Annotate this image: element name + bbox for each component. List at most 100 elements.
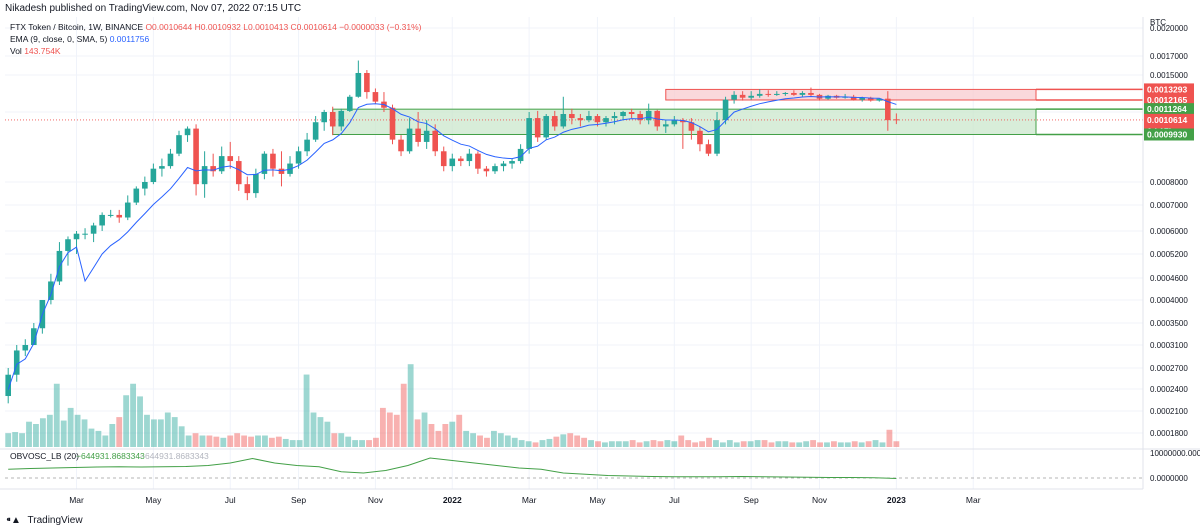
candle-body	[184, 128, 191, 136]
volume-bar	[303, 374, 310, 447]
candle-body	[569, 114, 575, 119]
candle-body	[850, 96, 857, 100]
volume-bar	[206, 435, 213, 447]
volume-bar	[393, 414, 400, 447]
candle-body	[628, 112, 635, 115]
candle-body	[705, 144, 712, 154]
volume-bar	[352, 440, 359, 447]
candle-body	[235, 161, 242, 185]
volume-bar	[46, 414, 53, 447]
volume-bar	[192, 433, 199, 447]
volume-bar	[296, 440, 303, 447]
volume-bar	[851, 441, 858, 447]
candle-body	[107, 214, 114, 216]
volume-bar	[220, 437, 227, 447]
chart-legend: FTX Token / Bitcoin, 1W, BINANCE O0.0010…	[10, 21, 421, 57]
volume-bar	[615, 441, 622, 447]
volume-bar	[504, 435, 511, 447]
candle-body	[355, 72, 362, 97]
candle-body	[756, 93, 763, 96]
candle-body	[449, 158, 456, 167]
price-tick-label: 0.0001800	[1150, 429, 1188, 438]
volume-bar	[178, 426, 185, 447]
volume-bar	[456, 414, 463, 447]
candle-body	[543, 116, 550, 138]
symbol-row: FTX Token / Bitcoin, 1W, BINANCE O0.0010…	[10, 21, 421, 33]
candle-body	[227, 156, 234, 162]
price-label-text: 0.0009930	[1147, 129, 1187, 139]
volume-bar	[671, 441, 678, 447]
volume-row[interactable]: Vol 143.754K	[10, 45, 421, 57]
volume-bar	[657, 441, 664, 447]
volume-bar	[428, 424, 435, 447]
volume-bar	[629, 440, 636, 447]
volume-bar	[449, 421, 456, 447]
candle-body	[714, 120, 720, 154]
candle-body	[637, 114, 643, 121]
candle-body	[270, 153, 276, 169]
time-tick-label: Nov	[812, 495, 828, 505]
candle-body	[329, 112, 336, 127]
time-tick-label: 2022	[443, 495, 462, 505]
volume-bar	[768, 442, 775, 447]
candle-body	[398, 139, 404, 152]
symbol-title: FTX Token / Bitcoin, 1W, BINANCE	[10, 22, 144, 32]
volume-bar	[414, 419, 421, 447]
candle-body	[594, 116, 601, 123]
candle-body	[432, 130, 438, 152]
volume-bar	[484, 437, 490, 447]
candle-body	[90, 225, 97, 234]
time-tick-label: Jul	[225, 495, 236, 505]
candle-body	[782, 92, 789, 94]
candle-body	[534, 118, 541, 138]
volume-bar	[421, 412, 428, 447]
volume-bar	[511, 437, 518, 447]
candle-body	[244, 184, 251, 194]
volume-bar	[754, 440, 761, 447]
candle-body	[423, 130, 430, 142]
time-tick-label: 2023	[887, 495, 906, 505]
volume-bar	[130, 383, 137, 447]
volume-bar	[726, 440, 733, 447]
volume-bar	[435, 430, 442, 447]
volume-bar	[893, 441, 900, 447]
candle-body	[509, 161, 515, 164]
volume-bar	[123, 395, 130, 447]
price-label-text: 0.0012165	[1147, 95, 1187, 105]
candle-body	[577, 118, 584, 121]
candle-body	[492, 166, 498, 172]
volume-bar	[650, 440, 657, 447]
candle-body	[466, 153, 473, 162]
candle-body	[415, 128, 421, 142]
chart-frame[interactable]: OBVOSC_LB (20) −644931.8683343 −644931.868…	[0, 17, 1200, 511]
ema-row[interactable]: EMA (9, close, 0, SMA, 5) 0.0011756	[10, 33, 421, 45]
volume-bar	[310, 412, 317, 447]
obv-line	[8, 457, 897, 479]
volume-bar	[164, 412, 171, 447]
volume-bar	[699, 441, 705, 447]
candle-body	[440, 151, 447, 167]
price-tick-label: 0.0002100	[1150, 407, 1188, 416]
volume-bar	[574, 435, 581, 447]
volume-bar	[185, 435, 192, 447]
candle-body	[662, 124, 669, 127]
volume-bar	[338, 433, 345, 447]
obv-value: −644931.8683343	[76, 451, 145, 461]
time-tick-label: May	[589, 495, 606, 505]
price-chart[interactable]: OBVOSC_LB (20)−644931.8683343−644931.868…	[0, 17, 1200, 511]
volume-bar	[803, 441, 810, 447]
time-tick-label: Mar	[966, 495, 981, 505]
candle-body	[551, 116, 558, 127]
price-tick-label: 0.0020000	[1150, 24, 1188, 33]
candle-body	[142, 182, 148, 189]
candle-body	[338, 110, 345, 127]
candle-body	[791, 92, 797, 95]
volume-bar	[262, 435, 268, 447]
price-tick-label: 0.0017000	[1150, 52, 1188, 61]
volume-bar	[67, 407, 74, 447]
volume-bar	[775, 441, 782, 447]
volume-bar	[636, 442, 643, 447]
volume-bar	[144, 414, 150, 447]
candle-body	[210, 166, 216, 172]
candle-body	[389, 107, 396, 140]
